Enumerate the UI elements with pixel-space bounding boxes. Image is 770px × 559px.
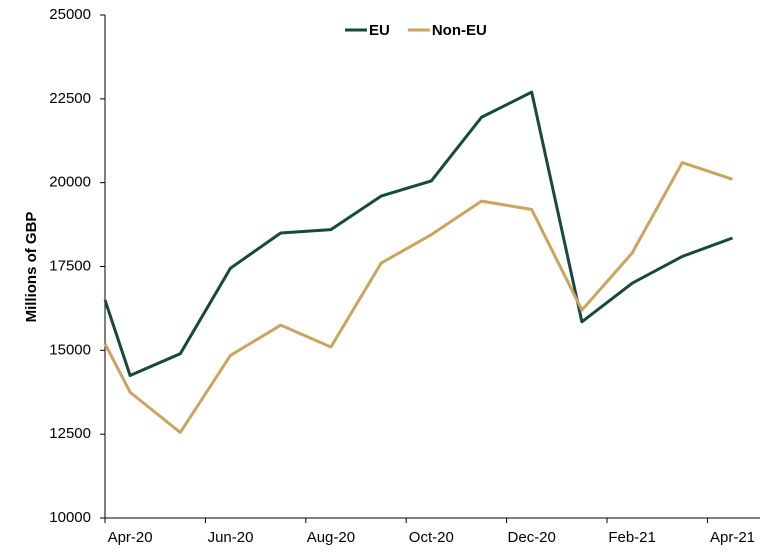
legend-label: Non-EU xyxy=(432,22,487,39)
y-tick-label: 12500 xyxy=(49,425,91,442)
y-tick-label: 20000 xyxy=(49,174,91,191)
x-tick-label: Apr-21 xyxy=(710,529,755,546)
legend-label: EU xyxy=(369,22,390,39)
x-tick-label: Dec-20 xyxy=(508,529,556,546)
line xyxy=(103,90,734,377)
x-tick-label: Aug-20 xyxy=(307,529,355,546)
x-tick-label: Oct-20 xyxy=(409,529,454,546)
x-tick-label: Jun-20 xyxy=(208,529,254,546)
y-tick-label: 10000 xyxy=(49,509,91,526)
x-tick-label: Apr-20 xyxy=(108,529,153,546)
y-tick-label: 15000 xyxy=(49,341,91,358)
y-tick-label: 17500 xyxy=(49,257,91,274)
line xyxy=(103,161,733,434)
x-tick-label: Feb-21 xyxy=(608,529,656,546)
y-tick-label: 22500 xyxy=(49,90,91,107)
y-tick-label: 25000 xyxy=(49,6,91,23)
y-axis-label: Millions of GBP xyxy=(23,212,40,323)
